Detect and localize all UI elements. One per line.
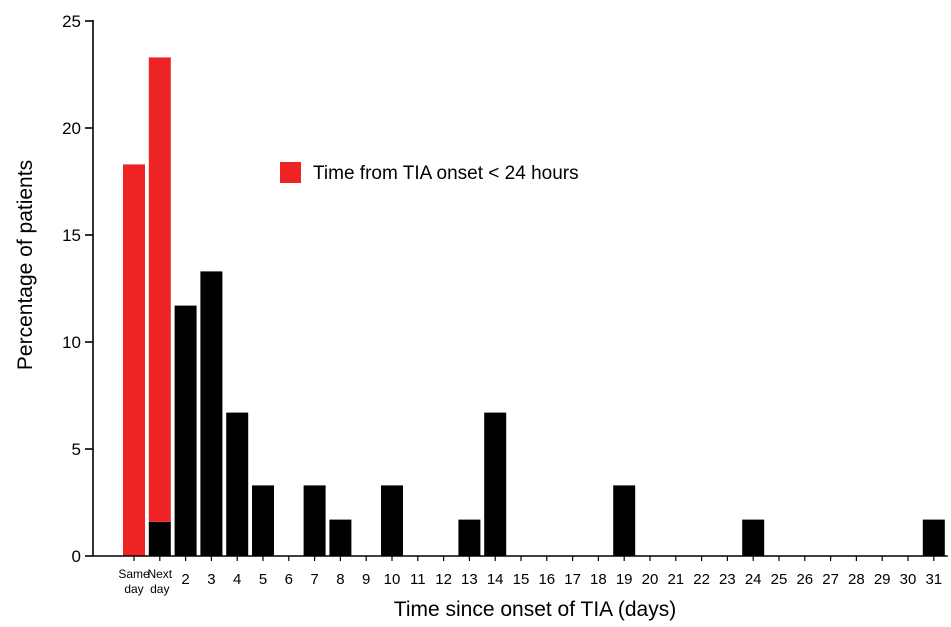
legend: Time from TIA onset < 24 hours <box>280 162 579 184</box>
x-tick-label: 17 <box>564 571 581 588</box>
bar <box>123 164 145 556</box>
x-tick-label: 14 <box>487 571 504 588</box>
x-tick-label: 22 <box>693 571 710 588</box>
bars-group <box>123 57 945 556</box>
x-axis-title: Time since onset of TIA (days) <box>394 598 676 621</box>
bar <box>200 271 223 556</box>
x-tick-label: 6 <box>285 571 293 588</box>
bar <box>148 521 171 556</box>
x-tick-label: 24 <box>745 571 762 588</box>
legend-swatch <box>280 162 301 183</box>
x-tick-label: 9 <box>362 571 370 588</box>
x-tick-label: 2 <box>181 571 189 588</box>
legend-label: Time from TIA onset < 24 hours <box>313 163 579 184</box>
y-tick-label: 25 <box>62 12 81 31</box>
x-tick-label: 10 <box>384 571 401 588</box>
x-tick-label: 15 <box>513 571 530 588</box>
x-tick-label: 5 <box>259 571 267 588</box>
x-tick-label: day <box>150 582 169 596</box>
bar <box>329 519 352 556</box>
x-tick-label: 21 <box>667 571 684 588</box>
y-axis-title: Percentage of patients <box>14 160 37 370</box>
x-tick-label: 11 <box>410 571 426 588</box>
bar <box>303 485 326 556</box>
x-tick-label: 31 <box>925 571 942 588</box>
x-tick-label: 20 <box>642 571 659 588</box>
y-tick-label: 5 <box>72 440 81 459</box>
x-tick-label: 12 <box>435 571 452 588</box>
bar <box>922 519 945 556</box>
x-tick-label: 27 <box>822 571 839 588</box>
x-tick-label: 16 <box>538 571 555 588</box>
x-tick-label: 13 <box>461 571 478 588</box>
bar <box>458 519 481 556</box>
x-tick-label: 8 <box>336 571 344 588</box>
x-tick-label: Next <box>147 567 172 581</box>
y-tick-label: 10 <box>62 333 81 352</box>
x-tick-label: 7 <box>310 571 318 588</box>
y-tick-label: 15 <box>62 226 81 245</box>
y-tick-label: 20 <box>62 119 81 138</box>
x-tick-label: 4 <box>233 571 241 588</box>
bar <box>174 305 197 556</box>
y-tick-label: 0 <box>72 547 81 566</box>
x-tick-label: 30 <box>900 571 917 588</box>
bar <box>742 519 765 556</box>
bar <box>148 57 171 522</box>
x-tick-label: 29 <box>874 571 891 588</box>
x-tick-label: 18 <box>590 571 607 588</box>
bar <box>484 412 507 556</box>
bar <box>226 412 249 556</box>
x-tick-label: Same <box>118 567 150 581</box>
bar <box>252 485 274 556</box>
y-axis: 0 5 10 15 20 25 <box>62 12 94 566</box>
x-tick-label: day <box>124 582 143 596</box>
x-tick-label: 23 <box>719 571 736 588</box>
bar <box>613 485 636 556</box>
x-tick-label: 3 <box>207 571 215 588</box>
x-tick-label: 28 <box>848 571 865 588</box>
bar <box>381 485 403 556</box>
x-tick-label: 26 <box>796 571 813 588</box>
x-tick-label: 25 <box>771 571 788 588</box>
x-tick-label: 19 <box>616 571 633 588</box>
